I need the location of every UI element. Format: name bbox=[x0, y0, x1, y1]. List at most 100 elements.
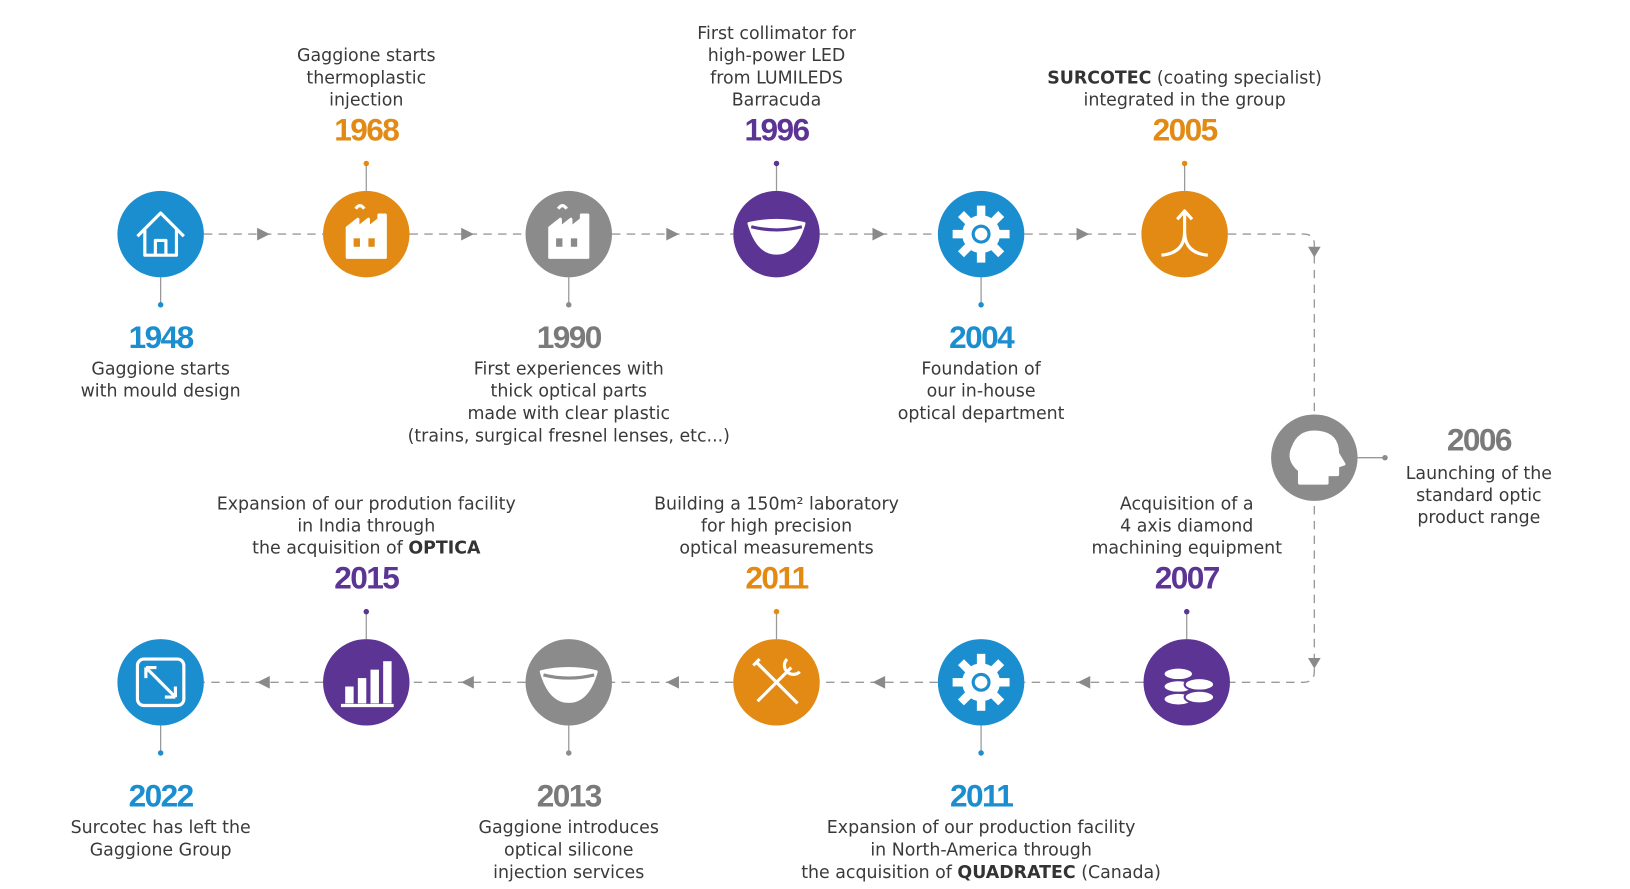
arrow-head bbox=[257, 227, 270, 241]
icon bbox=[345, 204, 387, 259]
event-text: Gaggione starts bbox=[297, 46, 436, 66]
icon bbox=[539, 667, 598, 703]
icon bbox=[1162, 666, 1216, 707]
event-text: Barracuda bbox=[732, 90, 822, 110]
arrow-head bbox=[1076, 227, 1090, 241]
arrow-head bbox=[461, 227, 474, 241]
event-text: product range bbox=[1417, 508, 1540, 528]
event-text: First collimator for bbox=[697, 24, 856, 44]
event-text: (trains, surgical fresnel lenses, etc...… bbox=[408, 426, 730, 446]
event-text: Foundation of bbox=[921, 359, 1041, 379]
icon-shape bbox=[543, 673, 595, 680]
text-run: (Canada) bbox=[1076, 863, 1161, 883]
event-text: made with clear plastic bbox=[468, 404, 671, 424]
event-year: 2013 bbox=[537, 778, 602, 814]
icon bbox=[747, 218, 806, 255]
arrow-head bbox=[872, 227, 886, 241]
icon bbox=[1289, 430, 1346, 485]
arrow-head bbox=[872, 675, 886, 689]
icon-shape bbox=[1289, 430, 1346, 485]
event-text: thermoplastic bbox=[306, 68, 426, 88]
icon-shape bbox=[354, 204, 366, 210]
icon-window bbox=[570, 238, 578, 247]
chart-bar bbox=[370, 669, 379, 704]
event-year: 1990 bbox=[537, 319, 602, 355]
event-year: 2006 bbox=[1447, 421, 1512, 457]
gear-tooth bbox=[976, 653, 986, 665]
event-text: Expansion of our production facility bbox=[827, 818, 1136, 838]
event-year: 2005 bbox=[1153, 111, 1218, 147]
event-text: Expansion of our prodution facility bbox=[217, 494, 516, 514]
event-text: integrated in the group bbox=[1083, 90, 1285, 110]
event-year: 1948 bbox=[129, 319, 194, 355]
stem-dot bbox=[978, 750, 984, 756]
event-text: the acquisition of OPTICA bbox=[252, 539, 481, 559]
icon-shape bbox=[750, 225, 803, 232]
icon-shape bbox=[548, 213, 590, 259]
text-run: QUADRATEC bbox=[957, 863, 1075, 883]
stem-dot bbox=[773, 608, 780, 615]
text-run: SURCOTEC bbox=[1047, 68, 1151, 88]
event-text: optical measurements bbox=[679, 539, 873, 559]
event-text: our in-house bbox=[927, 382, 1036, 402]
stem-dot bbox=[1181, 160, 1188, 167]
event-text: Launching of the bbox=[1406, 464, 1552, 484]
icon bbox=[135, 657, 186, 708]
icon-frame bbox=[135, 657, 186, 708]
stem-dot bbox=[566, 302, 572, 308]
icon bbox=[952, 653, 1010, 711]
event-text: 4 axis diamond bbox=[1120, 517, 1253, 537]
event-text: standard optic bbox=[1416, 486, 1542, 506]
event-text: from LUMILEDS bbox=[710, 68, 843, 88]
icon bbox=[136, 211, 185, 257]
text-run: OPTICA bbox=[408, 539, 481, 559]
event-text: Gaggione introduces bbox=[479, 818, 659, 838]
event-text: Building a 150m² laboratory bbox=[654, 494, 899, 514]
event-text: Acquisition of a bbox=[1120, 494, 1254, 514]
gear-tooth bbox=[999, 229, 1010, 239]
event-year: 1968 bbox=[334, 111, 399, 147]
event-text: injection bbox=[329, 90, 403, 110]
event-circle bbox=[117, 190, 204, 278]
stem-dot bbox=[1382, 454, 1388, 461]
event-text: thick optical parts bbox=[491, 382, 647, 402]
stem-dot bbox=[978, 302, 984, 308]
icon bbox=[1161, 209, 1209, 257]
event-text: First experiences with bbox=[474, 359, 664, 379]
event-text: injection services bbox=[493, 863, 644, 883]
icon-window bbox=[353, 238, 360, 247]
event-text: machining equipment bbox=[1091, 539, 1282, 559]
icon-shape bbox=[556, 204, 568, 210]
event-text: in India through bbox=[297, 517, 435, 537]
event-text: the acquisition of QUADRATEC (Canada) bbox=[801, 863, 1161, 883]
event-text: with mould design bbox=[81, 382, 241, 402]
icon bbox=[340, 661, 394, 708]
icon-shape bbox=[144, 665, 177, 699]
icon bbox=[952, 205, 1010, 263]
arrow-head bbox=[461, 675, 474, 689]
stem-dot bbox=[363, 160, 370, 167]
gear-tooth bbox=[976, 205, 986, 217]
coin bbox=[1183, 677, 1216, 692]
icon-window bbox=[556, 238, 563, 247]
icon-window bbox=[368, 238, 375, 247]
icon bbox=[548, 204, 590, 259]
stem-dot bbox=[1183, 608, 1190, 615]
event-year: 2011 bbox=[950, 778, 1013, 814]
event-text: for high precision bbox=[701, 517, 852, 537]
stem-dot bbox=[363, 608, 370, 615]
arrow-head bbox=[1308, 246, 1321, 258]
turn-connector bbox=[1227, 233, 1316, 683]
event-year: 2015 bbox=[334, 559, 399, 595]
arrow-head bbox=[1308, 658, 1321, 669]
arrow-head bbox=[257, 675, 270, 689]
coin bbox=[1162, 666, 1195, 682]
gear-tooth bbox=[952, 229, 964, 239]
text-run: the acquisition of bbox=[252, 539, 408, 559]
event-year: 2022 bbox=[129, 778, 194, 814]
event-text: in North-America through bbox=[870, 840, 1092, 860]
event-year: 2007 bbox=[1155, 559, 1220, 595]
icon-shape bbox=[136, 211, 185, 257]
gear-tooth bbox=[952, 678, 964, 687]
